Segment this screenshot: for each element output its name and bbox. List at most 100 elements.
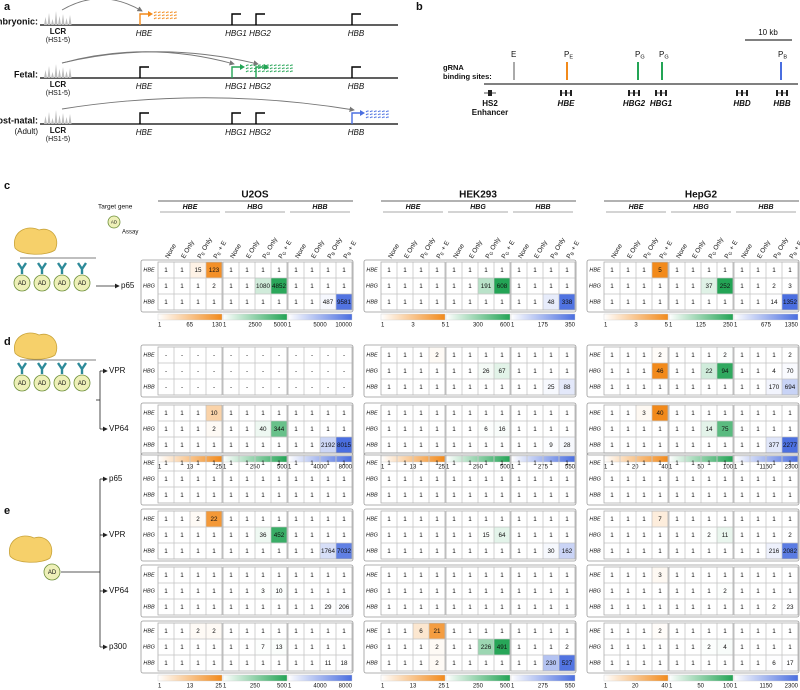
cell-value: - — [246, 384, 248, 391]
cell-value: 1 — [245, 660, 249, 667]
group-frame — [380, 346, 446, 396]
cell-value: 452 — [274, 532, 285, 539]
cell-value: 1 — [549, 410, 553, 417]
cell-value: 1 — [387, 283, 391, 290]
colorbar-tick-label: 2300 — [785, 684, 799, 690]
cell-value: 1 — [387, 604, 391, 611]
colorbar-tick-label: 1 — [446, 465, 450, 471]
cell-value: 67 — [498, 368, 506, 375]
arrow-head — [264, 64, 269, 70]
cell-value: 1 — [707, 628, 711, 635]
cell-value: 1 — [342, 588, 346, 595]
cell-value: 1 — [626, 442, 630, 449]
gene-label: HBE — [136, 82, 153, 91]
cell-value: 1 — [403, 384, 407, 391]
cell-value: 1 — [517, 604, 521, 611]
cell-value: 1 — [517, 644, 521, 651]
target-label: HBG — [470, 204, 486, 211]
cell-value: 1 — [642, 352, 646, 359]
target-label: HBG — [693, 204, 709, 211]
cell-value: 1 — [500, 660, 504, 667]
column-header-main: P — [435, 253, 443, 260]
cell-value: 1 — [212, 572, 216, 579]
cell-value: 1 — [675, 352, 679, 359]
colorbar-tick-label: 5000 — [274, 323, 288, 329]
cell-value: 1 — [533, 660, 537, 667]
transcript — [269, 67, 295, 70]
cell-value: 1 — [740, 384, 744, 391]
transcript — [365, 110, 391, 113]
group-frame — [733, 346, 799, 396]
cell-value: - — [213, 384, 215, 391]
promoter-arrow — [255, 13, 265, 25]
cell-value: 1 — [387, 492, 391, 499]
cell-value: 487 — [323, 299, 334, 306]
cell-value: 1 — [691, 299, 695, 306]
cell-value: 1 — [772, 588, 776, 595]
column-header: E Only — [403, 239, 419, 260]
column-header: None — [294, 243, 308, 260]
cell-value: 1 — [277, 516, 281, 523]
cell-value: 1 — [245, 628, 249, 635]
cell-value: 1 — [419, 352, 423, 359]
block-frame — [363, 620, 577, 674]
colorbar-tick-label: 1 — [288, 465, 292, 471]
cell-value: 1 — [468, 352, 472, 359]
colorbar-tick-label: 1 — [158, 323, 162, 329]
cell-value: 4 — [772, 368, 776, 375]
ad-label: AD — [58, 381, 67, 387]
cell-value: 162 — [562, 548, 573, 555]
cell-value: 1 — [675, 516, 679, 523]
cell-value: - — [165, 352, 167, 359]
row-label: HBB — [589, 548, 601, 554]
column-header-tail: + E — [663, 239, 674, 252]
cell-value: 29 — [324, 604, 332, 611]
cell-value: 1 — [164, 660, 168, 667]
column-header-sub: B — [776, 251, 782, 256]
row-label: HBG — [143, 588, 156, 594]
enhancer-label: HS2 — [482, 99, 498, 108]
arrow-head — [240, 64, 245, 70]
cell-value: 1 — [180, 267, 184, 274]
cell-value: 2 — [212, 628, 216, 635]
cell-value: 1 — [756, 604, 760, 611]
cell-value: 1 — [565, 572, 569, 579]
cell-value: 1 — [452, 352, 456, 359]
cell-value: 1352 — [783, 299, 798, 306]
cell-value: 1 — [533, 384, 537, 391]
cell-value: 1 — [403, 476, 407, 483]
group-frame — [157, 566, 223, 616]
cell-value: 1 — [403, 283, 407, 290]
cell-value: 1 — [658, 283, 662, 290]
cell-value: 1 — [740, 660, 744, 667]
cell-value: 1 — [549, 476, 553, 483]
cell-value: 1 — [500, 299, 504, 306]
cell-value: 1 — [549, 267, 553, 274]
cell-value: 1 — [484, 460, 488, 467]
cell-value: 1 — [180, 476, 184, 483]
cell-value: 1 — [245, 476, 249, 483]
cell-value: 1 — [452, 532, 456, 539]
colorbar-tick-label: 1150 — [760, 684, 774, 690]
cell-value: 1 — [310, 476, 314, 483]
cell-value: 1 — [419, 572, 423, 579]
cell-value: 1 — [756, 572, 760, 579]
cell-value: 3 — [261, 588, 265, 595]
colorbar — [603, 674, 669, 682]
cell-value: 1 — [772, 492, 776, 499]
group-frame — [380, 510, 446, 560]
colorbar-tick-label: 20 — [632, 465, 639, 471]
cell-value: 1 — [164, 588, 168, 595]
cell-value: 1 — [468, 644, 472, 651]
cell-value: 10 — [275, 588, 283, 595]
cell-value: 1 — [533, 516, 537, 523]
lcr-hs: (HS1-5) — [46, 37, 71, 44]
site-label: PE — [564, 50, 573, 61]
cell-value: 1 — [452, 460, 456, 467]
block-frame — [586, 259, 800, 313]
colorbar-tick-label: 3 — [411, 323, 415, 329]
block-frame — [363, 452, 577, 506]
cell-value: 170 — [769, 384, 780, 391]
cell-value: 1 — [229, 532, 233, 539]
enhancer — [488, 90, 492, 96]
